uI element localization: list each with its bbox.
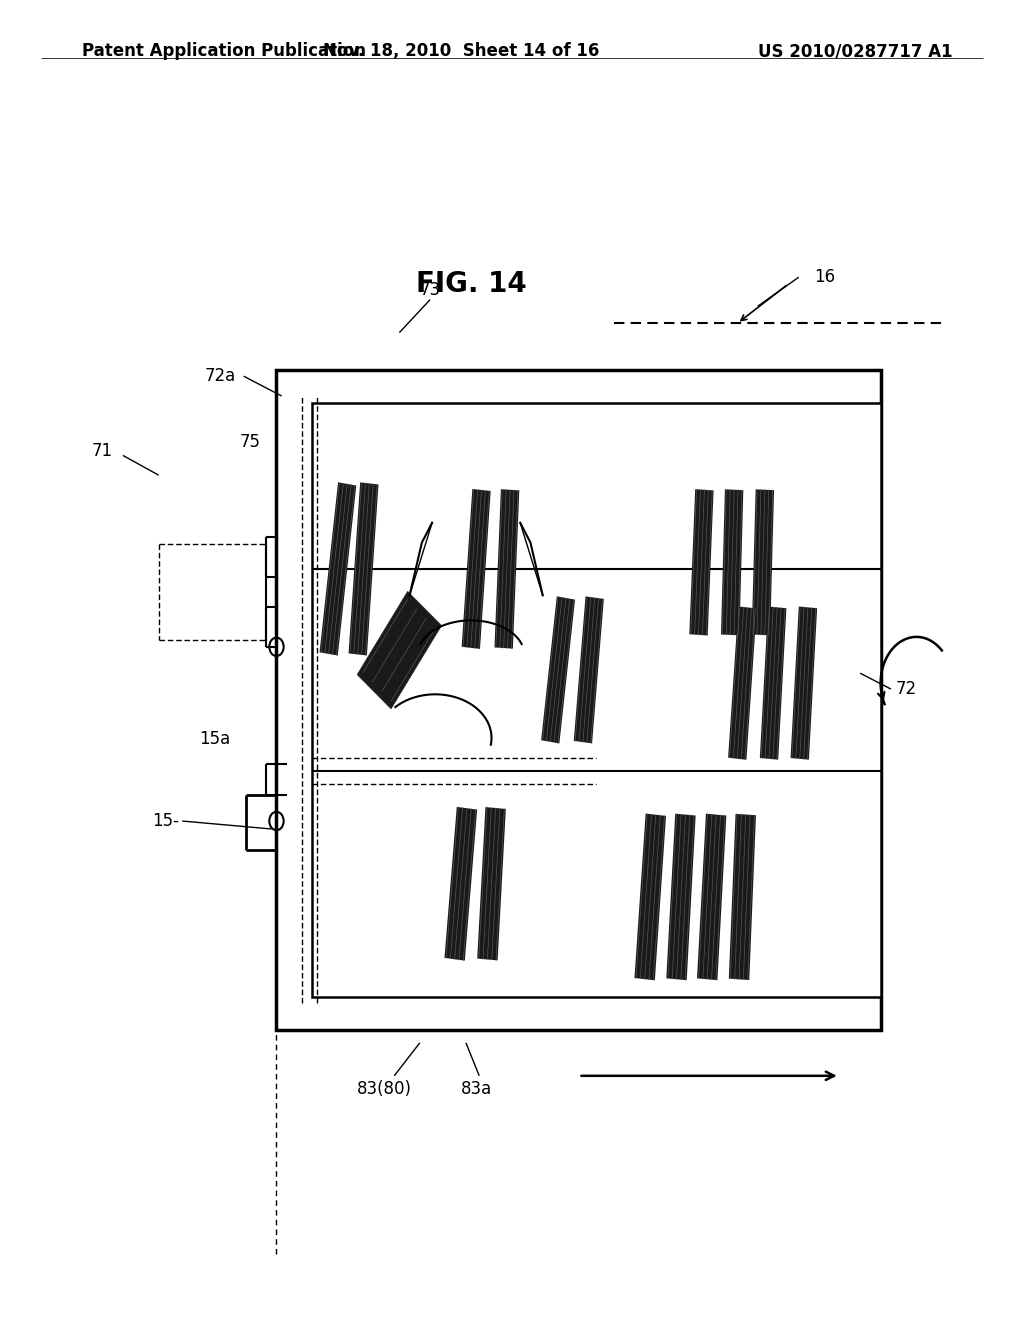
Text: 15-: 15- — [153, 812, 179, 830]
Text: Patent Application Publication: Patent Application Publication — [82, 42, 366, 61]
Polygon shape — [444, 807, 477, 961]
Text: 16: 16 — [814, 268, 836, 286]
Bar — [312, 403, 881, 997]
Text: 71: 71 — [92, 442, 113, 461]
Text: 72a: 72a — [205, 367, 236, 385]
Polygon shape — [357, 591, 441, 709]
Text: 15a: 15a — [200, 730, 230, 748]
Polygon shape — [729, 814, 756, 979]
Text: 83a: 83a — [461, 1080, 492, 1098]
Polygon shape — [348, 482, 379, 656]
Polygon shape — [728, 606, 757, 760]
Text: 72: 72 — [896, 680, 918, 698]
Polygon shape — [667, 813, 695, 981]
Polygon shape — [319, 482, 356, 656]
Polygon shape — [462, 488, 490, 649]
Polygon shape — [721, 490, 743, 635]
Polygon shape — [635, 813, 666, 981]
Polygon shape — [477, 807, 506, 961]
Polygon shape — [697, 813, 726, 981]
Polygon shape — [689, 490, 714, 635]
Text: US 2010/0287717 A1: US 2010/0287717 A1 — [758, 42, 952, 61]
Polygon shape — [760, 607, 786, 759]
Bar — [276, 370, 881, 1030]
Polygon shape — [752, 490, 774, 635]
Text: Nov. 18, 2010  Sheet 14 of 16: Nov. 18, 2010 Sheet 14 of 16 — [323, 42, 599, 61]
Polygon shape — [495, 490, 519, 648]
Text: 75: 75 — [240, 433, 261, 451]
Text: 83(80): 83(80) — [356, 1080, 412, 1098]
Polygon shape — [791, 607, 817, 759]
Polygon shape — [541, 597, 575, 743]
Text: FIG. 14: FIG. 14 — [416, 269, 526, 298]
Text: 73: 73 — [420, 281, 440, 300]
Polygon shape — [573, 597, 604, 743]
